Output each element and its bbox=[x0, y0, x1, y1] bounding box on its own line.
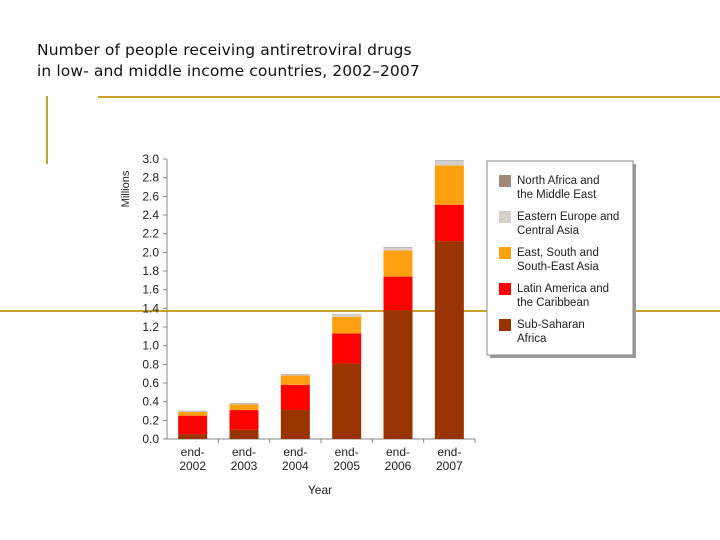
decorative-rule-middle bbox=[0, 310, 720, 312]
legend-label-line2: Africa bbox=[517, 333, 547, 345]
bar-segment bbox=[178, 411, 208, 416]
x-tick-label-line1: end- bbox=[283, 445, 307, 459]
x-tick-label-line2: 2004 bbox=[282, 459, 309, 473]
bar-segment bbox=[280, 374, 310, 375]
x-tick-label-line1: end- bbox=[335, 445, 359, 459]
bar-segment bbox=[178, 434, 208, 439]
y-tick-label: 0.8 bbox=[142, 357, 159, 371]
y-tick-label: 1.8 bbox=[142, 264, 159, 278]
bar-segment bbox=[383, 250, 413, 277]
chart-title-line-2: in low- and middle income countries, 200… bbox=[37, 62, 420, 80]
x-tick-label-line1: end- bbox=[232, 445, 256, 459]
bar-segment bbox=[229, 403, 259, 404]
decorative-rule-vertical bbox=[46, 96, 48, 164]
bar-segment bbox=[229, 403, 259, 405]
bar-segment bbox=[332, 314, 362, 317]
legend-label-line1: Sub-Saharan bbox=[517, 319, 585, 331]
legend-swatch bbox=[499, 175, 511, 187]
legend-box bbox=[486, 160, 634, 356]
x-tick-label-line1: end- bbox=[386, 445, 410, 459]
decorative-rule-top bbox=[98, 96, 720, 98]
legend-label-line2: the Middle East bbox=[517, 189, 597, 201]
bar-segment bbox=[434, 241, 464, 439]
bar-segment bbox=[280, 375, 310, 385]
y-tick-label: 1.2 bbox=[142, 320, 159, 334]
y-tick-label: 2.2 bbox=[142, 227, 159, 241]
bar-segment bbox=[332, 316, 362, 334]
x-tick-label-line2: 2002 bbox=[179, 459, 206, 473]
legend-swatch bbox=[499, 211, 511, 223]
bar-segment bbox=[383, 247, 413, 248]
legend-swatch bbox=[499, 283, 511, 295]
legend-swatch bbox=[499, 319, 511, 331]
bar-segment bbox=[280, 384, 310, 411]
y-axis-title: Millions bbox=[120, 170, 132, 207]
bar-segment bbox=[178, 411, 208, 412]
bar-segment bbox=[178, 415, 208, 435]
legend-label-line1: Eastern Europe and bbox=[517, 211, 619, 223]
y-tick-label: 0.0 bbox=[142, 432, 159, 446]
x-tick-label-line1: end- bbox=[181, 445, 205, 459]
legend-label-line1: Latin America and bbox=[517, 283, 609, 295]
legend-swatch bbox=[499, 247, 511, 259]
bar-segment bbox=[434, 160, 464, 166]
bar-segment bbox=[434, 204, 464, 242]
x-axis-title: Year bbox=[308, 483, 332, 497]
bar-segment bbox=[229, 429, 259, 439]
legend-label-line2: the Caribbean bbox=[517, 297, 589, 309]
bar-segment bbox=[332, 314, 362, 315]
bar-segment bbox=[434, 160, 464, 161]
legend-label-line1: East, South and bbox=[517, 247, 599, 259]
bar-segment bbox=[434, 165, 464, 205]
bar-segment bbox=[280, 410, 310, 439]
y-tick-label: 0.2 bbox=[142, 413, 159, 427]
bar-segment bbox=[332, 363, 362, 439]
bar-segment bbox=[383, 247, 413, 251]
y-tick-label: 1.0 bbox=[142, 339, 159, 353]
y-tick-label: 0.6 bbox=[142, 376, 159, 390]
y-tick-label: 1.4 bbox=[142, 301, 159, 315]
legend-label-line2: South-East Asia bbox=[517, 261, 599, 273]
x-tick-label-line1: end- bbox=[437, 445, 461, 459]
bar-segment bbox=[383, 276, 413, 311]
x-tick-label-line2: 2005 bbox=[333, 459, 360, 473]
y-tick-label: 2.8 bbox=[142, 171, 159, 185]
y-tick-label: 3.0 bbox=[142, 152, 159, 166]
legend-label-line2: Central Asia bbox=[517, 225, 580, 237]
y-tick-label: 2.4 bbox=[142, 208, 159, 222]
x-tick-label-line2: 2007 bbox=[436, 459, 463, 473]
x-tick-label-line2: 2003 bbox=[231, 459, 258, 473]
legend-label-line1: North Africa and bbox=[517, 175, 599, 187]
bar-segment bbox=[280, 374, 310, 376]
bar-segment bbox=[229, 410, 259, 430]
bar-segment bbox=[383, 310, 413, 439]
x-tick-label-line2: 2006 bbox=[385, 459, 412, 473]
chart-title-line-1: Number of people receiving antiretrovira… bbox=[37, 41, 412, 59]
bar-segment bbox=[178, 410, 208, 412]
chart-title: Number of people receiving antiretrovira… bbox=[37, 40, 420, 82]
y-tick-label: 2.6 bbox=[142, 189, 159, 203]
y-tick-label: 1.6 bbox=[142, 283, 159, 297]
bar-segment bbox=[332, 333, 362, 364]
y-tick-label: 0.4 bbox=[142, 395, 159, 409]
y-tick-label: 2.0 bbox=[142, 245, 159, 259]
bar-segment bbox=[229, 404, 259, 411]
